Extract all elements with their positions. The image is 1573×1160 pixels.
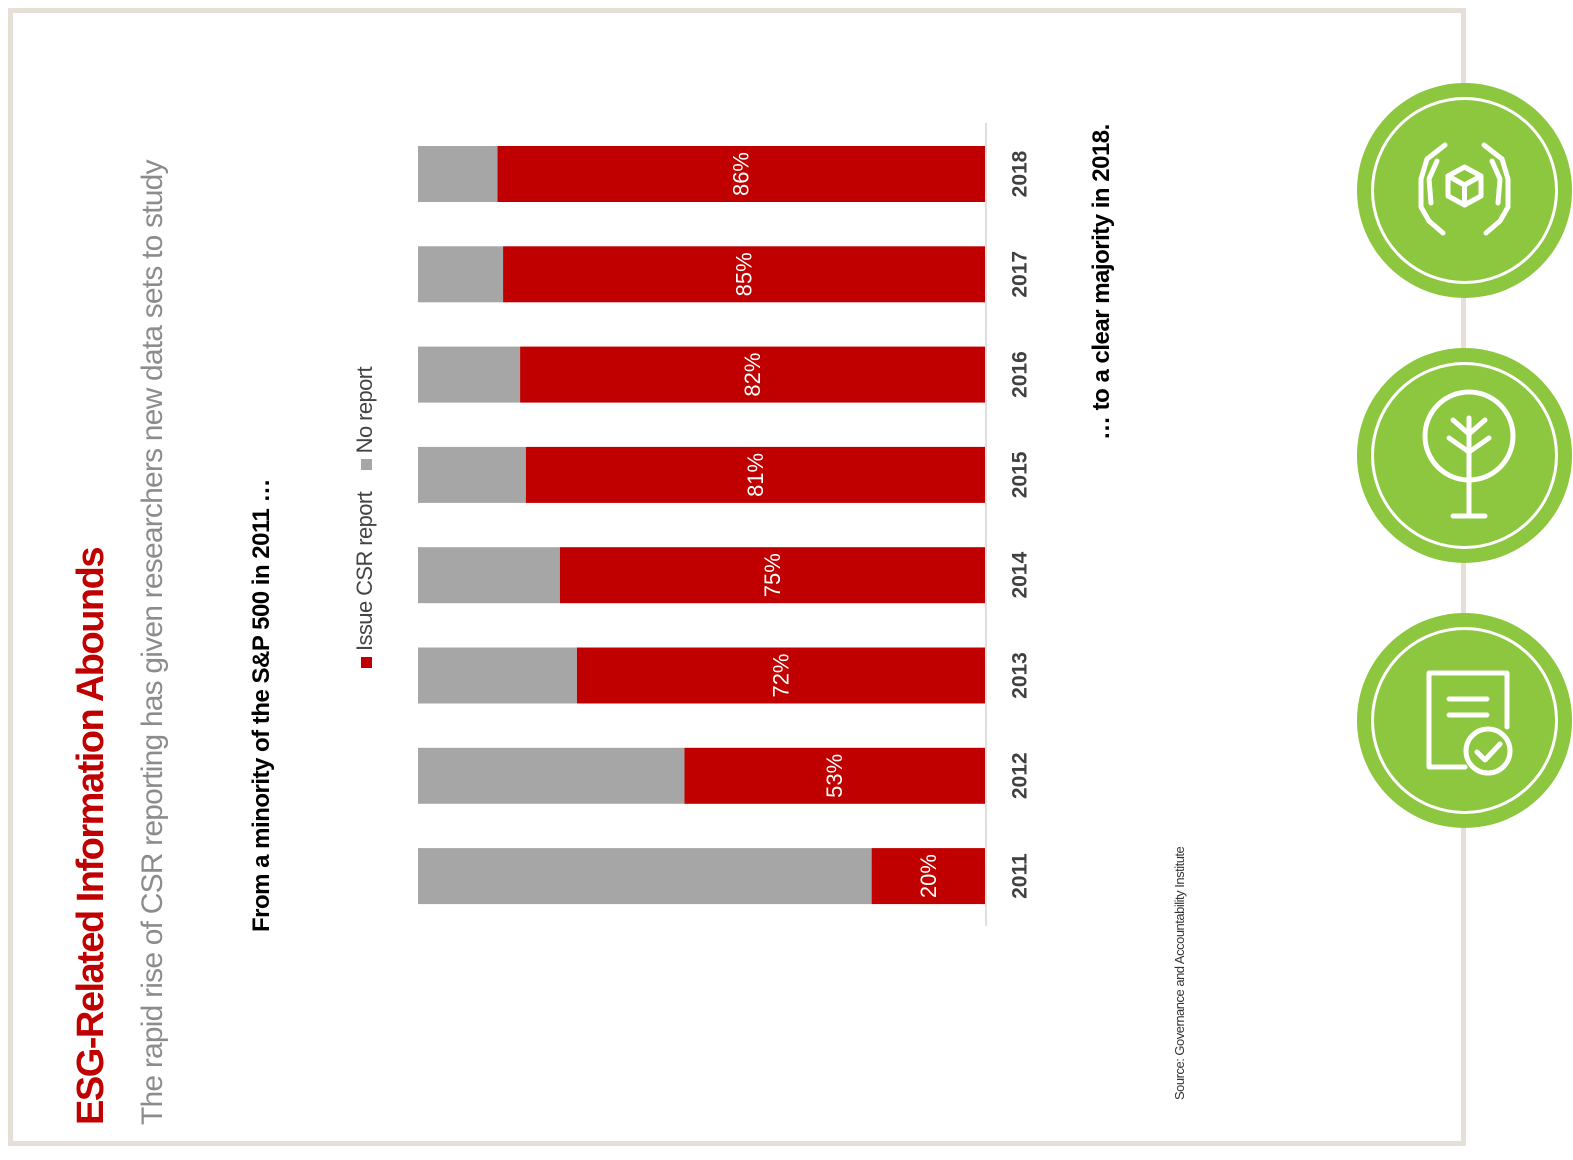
bar-no-report-2014 bbox=[418, 547, 560, 604]
tick-label-2012: 2012 bbox=[1009, 752, 1032, 799]
data-label-2017: 85% bbox=[732, 252, 757, 296]
bar-issue-2017 bbox=[503, 246, 985, 303]
bar-no-report-2012 bbox=[418, 747, 685, 804]
data-label-2015: 81% bbox=[743, 453, 768, 497]
bar-no-report-2018 bbox=[418, 146, 498, 202]
data-label-2013: 72% bbox=[768, 653, 793, 697]
data-label-2014: 75% bbox=[760, 553, 785, 597]
data-label-2011: 20% bbox=[916, 854, 941, 898]
tick-label-2016: 2016 bbox=[1009, 351, 1032, 398]
bar-no-report-2017 bbox=[418, 246, 504, 303]
bar-issue-2013 bbox=[576, 647, 985, 704]
tick-label-2017: 2017 bbox=[1009, 251, 1032, 298]
tick-label-2013: 2013 bbox=[1009, 652, 1032, 699]
tick-label-2018: 2018 bbox=[1009, 150, 1032, 197]
bar-no-report-2011 bbox=[418, 848, 872, 905]
bar-issue-2016 bbox=[520, 346, 985, 403]
data-label-2012: 53% bbox=[822, 754, 847, 798]
tick-label-2015: 2015 bbox=[1009, 451, 1032, 498]
bar-issue-2018 bbox=[497, 146, 985, 202]
bar-no-report-2016 bbox=[418, 346, 521, 403]
bar-issue-2011 bbox=[871, 848, 985, 905]
data-label-2016: 82% bbox=[740, 353, 765, 397]
bar-issue-2012 bbox=[684, 747, 985, 804]
bar-issue-2015 bbox=[525, 446, 985, 503]
bar-no-report-2015 bbox=[418, 446, 526, 503]
tick-label-2011: 2011 bbox=[1009, 853, 1032, 899]
bar-issue-2014 bbox=[559, 547, 985, 604]
tick-label-2014: 2014 bbox=[1009, 552, 1032, 599]
hands-box-icon bbox=[1357, 83, 1572, 298]
document-check-icon bbox=[1357, 613, 1572, 828]
tree-icon bbox=[1357, 348, 1572, 563]
data-label-2018: 86% bbox=[729, 152, 754, 196]
bar-no-report-2013 bbox=[418, 647, 577, 704]
